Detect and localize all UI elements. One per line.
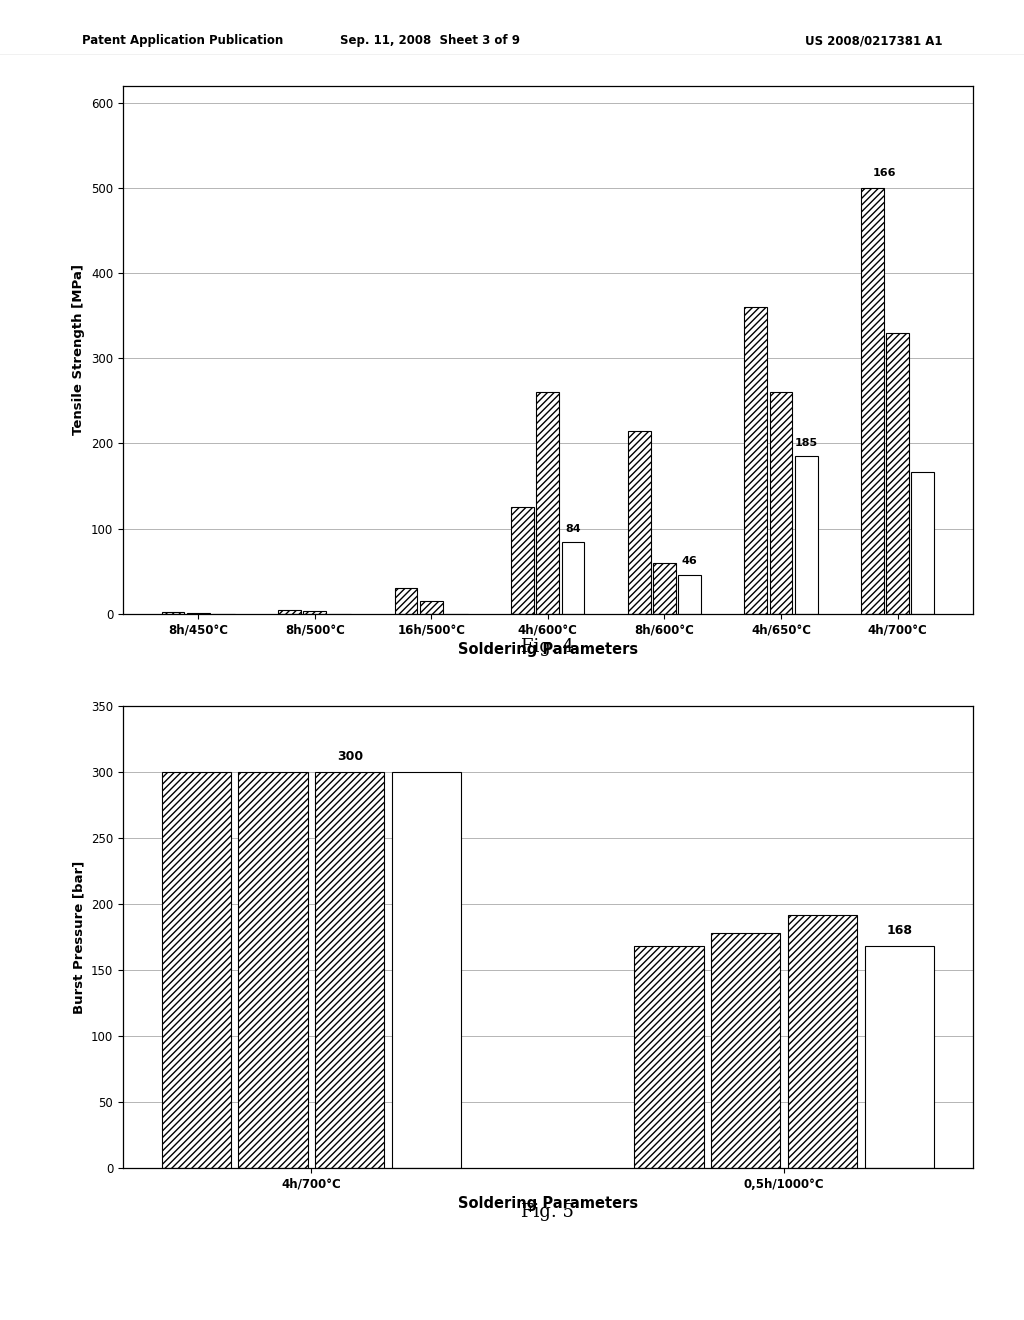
Bar <box>562 543 585 614</box>
Bar <box>279 610 301 614</box>
Bar <box>712 933 780 1168</box>
Bar <box>795 457 817 614</box>
Bar <box>653 562 676 614</box>
Y-axis label: Tensile Strength [MPa]: Tensile Strength [MPa] <box>73 264 85 436</box>
Text: Fig. 5: Fig. 5 <box>521 1203 574 1221</box>
Bar <box>315 772 384 1168</box>
Y-axis label: Burst Pressure [bar]: Burst Pressure [bar] <box>73 861 85 1014</box>
Bar <box>770 392 793 614</box>
X-axis label: Soldering Parameters: Soldering Parameters <box>458 1196 638 1212</box>
Bar <box>162 612 184 614</box>
Text: US 2008/0217381 A1: US 2008/0217381 A1 <box>805 34 942 48</box>
Bar <box>511 507 534 614</box>
Bar <box>678 574 701 614</box>
Bar <box>911 473 934 614</box>
Bar <box>162 772 230 1168</box>
Text: 84: 84 <box>565 524 581 533</box>
Bar <box>865 946 934 1168</box>
Text: Patent Application Publication: Patent Application Publication <box>82 34 284 48</box>
Text: 46: 46 <box>682 556 697 566</box>
Text: Sep. 11, 2008  Sheet 3 of 9: Sep. 11, 2008 Sheet 3 of 9 <box>340 34 520 48</box>
Bar <box>744 308 767 614</box>
Bar <box>635 946 703 1168</box>
Text: 166: 166 <box>873 168 897 178</box>
Text: 168: 168 <box>887 924 912 937</box>
Text: 185: 185 <box>795 438 818 447</box>
Bar <box>628 430 650 614</box>
Bar <box>392 772 461 1168</box>
X-axis label: Soldering Parameters: Soldering Parameters <box>458 642 638 657</box>
Bar <box>886 333 909 614</box>
Bar <box>394 589 418 614</box>
Bar <box>420 601 442 614</box>
Bar <box>303 611 326 614</box>
Bar <box>788 915 857 1168</box>
Bar <box>537 392 559 614</box>
Bar <box>861 187 884 614</box>
Text: 300: 300 <box>337 750 362 763</box>
Bar <box>239 772 307 1168</box>
Text: Fig. 4: Fig. 4 <box>521 638 574 656</box>
